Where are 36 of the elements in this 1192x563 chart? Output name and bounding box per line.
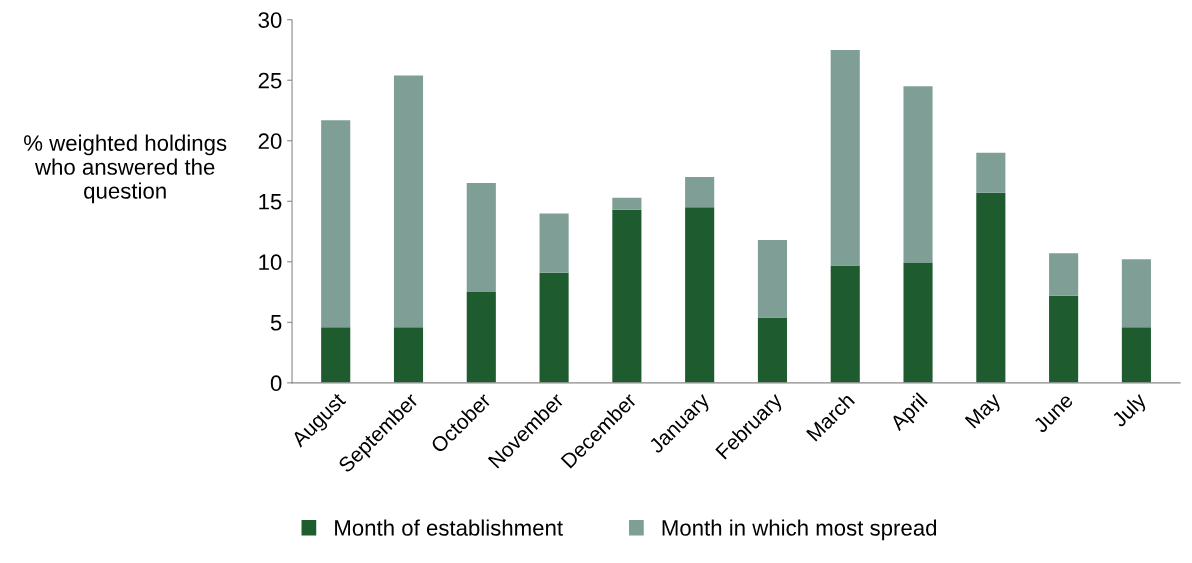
bar	[321, 120, 351, 328]
bar	[539, 272, 569, 383]
y-tick-label: 25	[258, 72, 282, 89]
x-tick-label: May	[964, 391, 1005, 432]
bar	[757, 240, 788, 318]
bar	[612, 197, 642, 210]
bar	[1049, 253, 1079, 296]
y-axis-title: % weighted holdings who answered the question	[24, 134, 227, 204]
y-tick-label: 20	[258, 133, 282, 150]
bar	[903, 263, 933, 383]
bar	[976, 192, 1006, 383]
bar	[393, 75, 424, 328]
bar	[1049, 295, 1079, 383]
bar	[321, 327, 351, 383]
bar	[685, 177, 715, 208]
bar	[976, 152, 1006, 193]
bar	[539, 213, 569, 273]
y-tick-label: 5	[270, 315, 282, 331]
bar	[466, 292, 496, 383]
bar	[612, 209, 642, 383]
legend-label: Month in which most spread	[662, 519, 937, 541]
bar	[1121, 327, 1151, 383]
bar	[1121, 259, 1151, 328]
x-tick-label: July	[1110, 391, 1151, 431]
y-tick-label: 10	[259, 254, 282, 271]
y-tick-label: 0	[270, 375, 282, 392]
bar	[830, 49, 860, 266]
y-tick-label: 30	[258, 12, 282, 28]
bar	[757, 317, 788, 383]
y-tick-label: 15	[259, 194, 282, 210]
bar	[830, 265, 860, 383]
bar	[466, 183, 496, 293]
bar	[903, 86, 933, 264]
bar	[685, 207, 715, 383]
legend-label: Month of establishment	[335, 519, 563, 536]
bar	[393, 327, 424, 383]
